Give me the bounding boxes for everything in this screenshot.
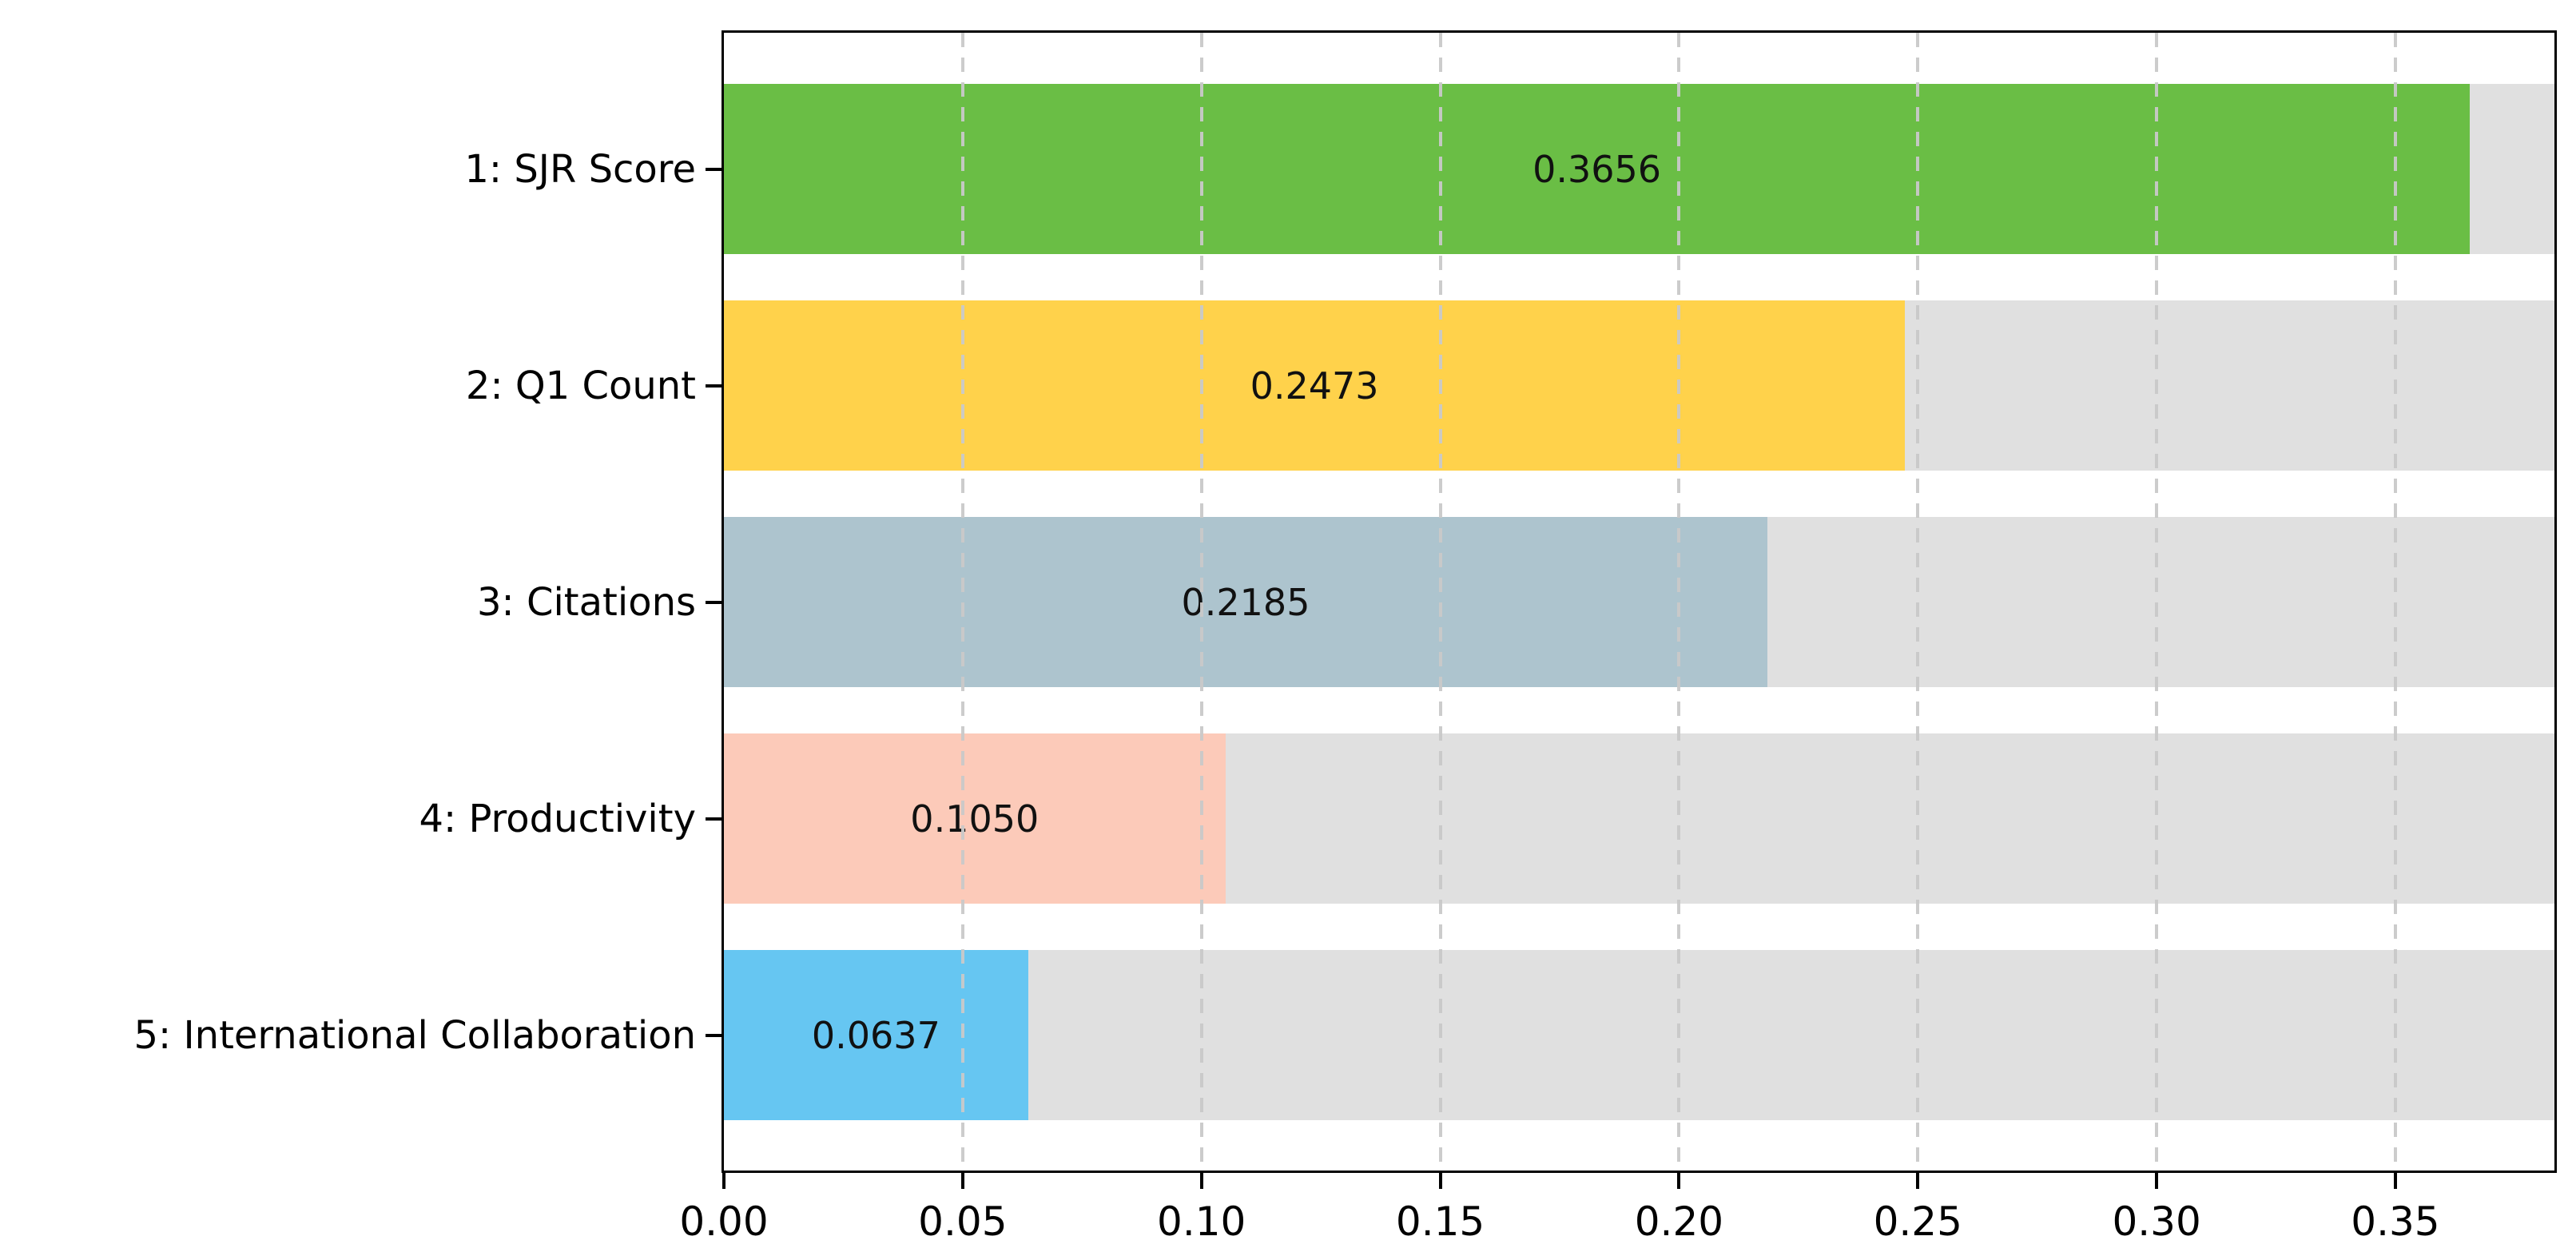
bar-value-label: 0.2473 bbox=[1250, 364, 1379, 407]
y-axis-tick-mark bbox=[706, 384, 722, 388]
bar-fill: 0.0637 bbox=[724, 950, 1028, 1120]
y-axis-tick-mark bbox=[706, 817, 722, 821]
x-axis-tick-label: 0.05 bbox=[918, 1198, 1008, 1245]
y-axis-category-label: 3: Citations bbox=[476, 579, 696, 625]
y-axis-category-label: 5: International Collaboration bbox=[133, 1012, 696, 1058]
bar-value-label: 0.0637 bbox=[811, 1013, 940, 1057]
x-axis-tick-mark bbox=[1916, 1173, 1920, 1189]
x-axis-tick-label: 0.15 bbox=[1395, 1198, 1485, 1245]
bar-value-label: 0.1050 bbox=[910, 797, 1040, 841]
gridline bbox=[1916, 33, 1920, 1171]
x-axis-tick-mark bbox=[1677, 1173, 1681, 1189]
x-axis-tick-mark bbox=[1438, 1173, 1442, 1189]
bar-row: 0.2473 bbox=[724, 300, 2554, 471]
x-axis-tick-label: 0.10 bbox=[1157, 1198, 1246, 1245]
bar-value-label: 0.3656 bbox=[1532, 147, 1662, 191]
x-axis-tick-label: 0.30 bbox=[2112, 1198, 2201, 1245]
x-axis-tick-label: 0.00 bbox=[679, 1198, 769, 1245]
bar-row: 0.3656 bbox=[724, 84, 2554, 254]
x-axis-tick-mark bbox=[722, 1173, 725, 1189]
y-axis-tick-mark bbox=[706, 1033, 722, 1037]
gridline bbox=[1438, 33, 1442, 1171]
bar-fill: 0.3656 bbox=[724, 84, 2471, 254]
y-axis-tick-mark bbox=[706, 600, 722, 604]
gridline bbox=[1199, 33, 1203, 1171]
x-axis-tick-mark bbox=[1199, 1173, 1203, 1189]
plot-area: 0.3656 0.2473 0.2185 0.1050 0.0637 bbox=[722, 30, 2557, 1173]
bar-row: 0.1050 bbox=[724, 733, 2554, 904]
bar-fill: 0.2473 bbox=[724, 300, 1906, 471]
x-axis: 0.00 0.05 0.10 0.15 0.20 0.25 0.30 0.35 bbox=[679, 1173, 2554, 1260]
y-axis-category-label: 2: Q1 Count bbox=[465, 363, 696, 408]
bar-fill: 0.1050 bbox=[724, 733, 1226, 904]
gridline bbox=[2393, 33, 2397, 1171]
y-axis-category-label: 1: SJR Score bbox=[464, 146, 696, 192]
bar-row: 0.0637 bbox=[724, 950, 2554, 1120]
gridline bbox=[960, 33, 964, 1171]
y-axis-category-label: 4: Productivity bbox=[419, 796, 696, 841]
bar-fill: 0.2185 bbox=[724, 517, 1767, 687]
y-axis-tick-mark bbox=[706, 167, 722, 171]
gridline bbox=[1677, 33, 1681, 1171]
bar-row: 0.2185 bbox=[724, 517, 2554, 687]
x-axis-tick-label: 0.20 bbox=[1634, 1198, 1724, 1245]
x-axis-tick-label: 0.25 bbox=[1873, 1198, 1962, 1245]
x-axis-tick-mark bbox=[2155, 1173, 2159, 1189]
x-axis-tick-mark bbox=[960, 1173, 964, 1189]
x-axis-tick-label: 0.35 bbox=[2351, 1198, 2440, 1245]
bar-track bbox=[724, 950, 2554, 1120]
x-axis-tick-mark bbox=[2393, 1173, 2397, 1189]
plot-inner: 0.3656 0.2473 0.2185 0.1050 0.0637 bbox=[724, 33, 2554, 1171]
gridline bbox=[2155, 33, 2159, 1171]
